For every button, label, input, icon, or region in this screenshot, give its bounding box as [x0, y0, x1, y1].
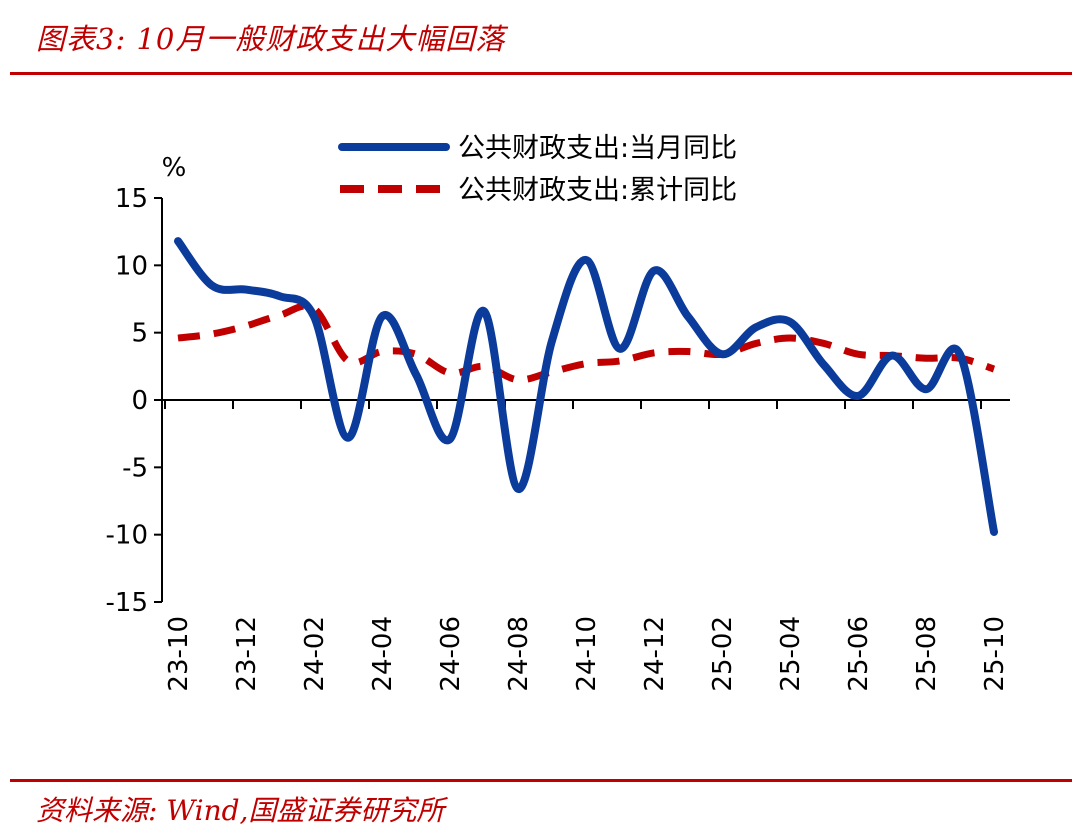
series-layer [174, 237, 998, 536]
figure-title: 图表3: 10月一般财政支出大幅回落 [36, 22, 506, 56]
y-axis-unit-label: % [162, 153, 187, 183]
x-tick-label: 24-02 [300, 616, 330, 692]
x-tick-label: 23-10 [164, 616, 194, 692]
x-tick-label: 24-04 [368, 616, 398, 692]
y-tick-label: -5 [122, 453, 148, 483]
x-tick-label: 25-06 [844, 616, 874, 692]
legend-label-monthly: 公共财政支出:当月同比 [458, 133, 737, 164]
x-tick-label: 24-06 [436, 616, 466, 692]
x-tick-label: 25-02 [708, 616, 738, 692]
series-line-cumulative-yoy [177, 302, 996, 384]
y-tick-label: 15 [115, 184, 148, 214]
axes: 15 10 5 0 -5 -10 -15 23-10 23-12 24-02 24-04 24-06 2… [106, 184, 1010, 692]
x-tick-label: 25-10 [980, 616, 1010, 692]
x-tick-label: 24-10 [572, 616, 602, 692]
series-line-monthly-yoy [174, 237, 998, 536]
x-tick-label: 25-08 [912, 616, 942, 692]
source-note: 资料来源: Wind,国盛证券研究所 [36, 794, 445, 827]
y-tick-label: 10 [115, 251, 148, 281]
legend-label-cumulative: 公共财政支出:累计同比 [458, 175, 737, 206]
x-tick-label: 23-12 [232, 616, 262, 692]
title-divider [10, 72, 1072, 75]
y-tick-label: -15 [106, 588, 148, 618]
chart-area: 15 10 5 0 -5 -10 -15 23-10 23-12 24-02 24-04 24-06 2… [106, 133, 1010, 692]
y-tick-label: -10 [106, 521, 148, 551]
x-tick-label: 24-08 [504, 616, 534, 692]
y-tick-label: 5 [131, 319, 148, 349]
x-tick-label: 24-12 [640, 616, 670, 692]
footer-divider [10, 779, 1072, 782]
x-tick-label: 25-04 [776, 616, 806, 692]
y-tick-label: 0 [131, 386, 148, 416]
